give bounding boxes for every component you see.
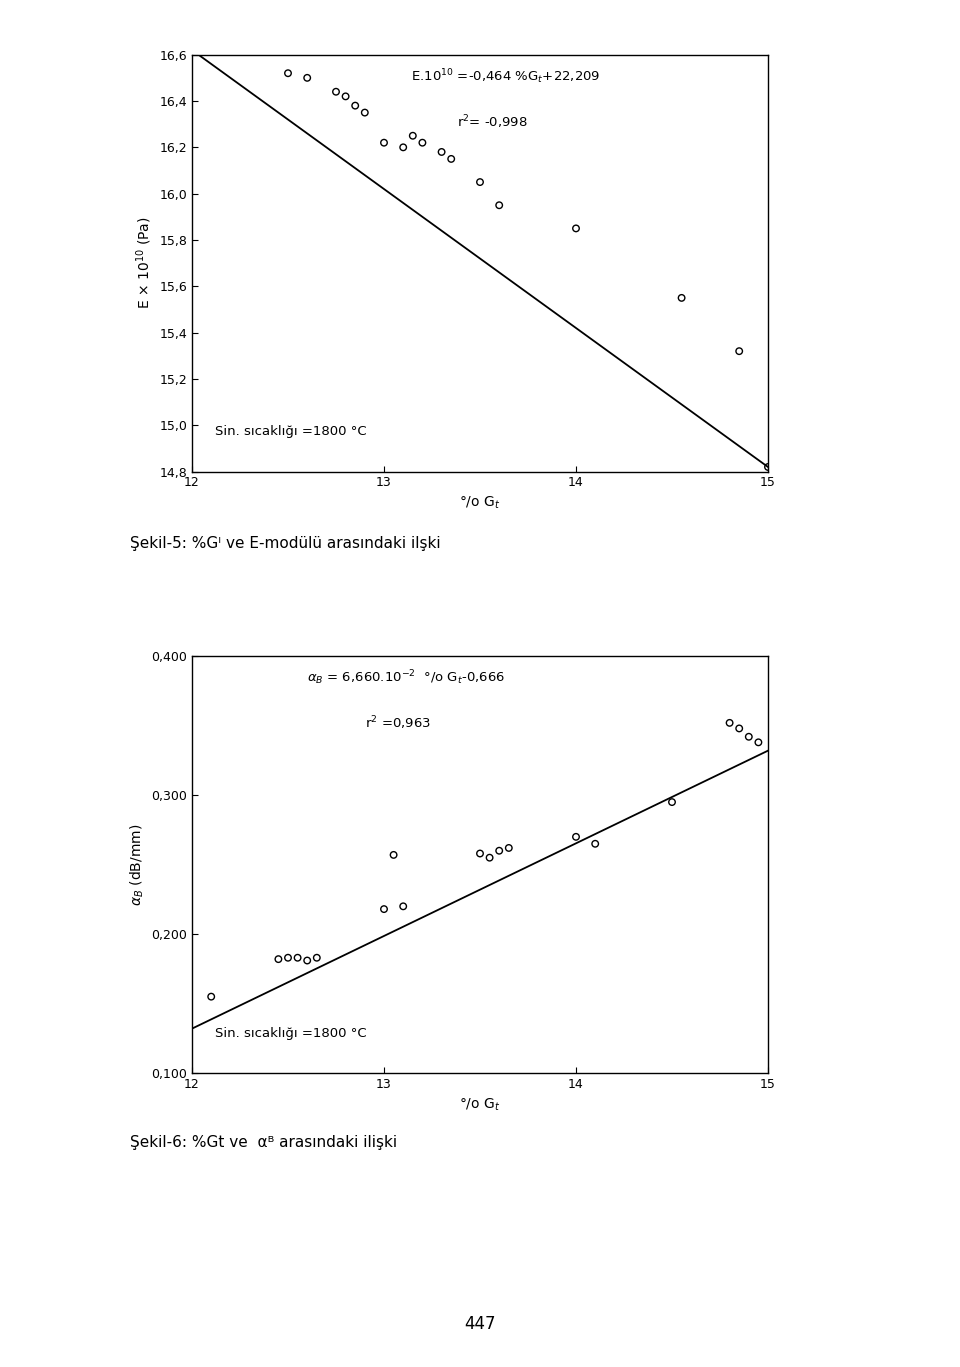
- Text: °/o G$_t$: °/o G$_t$: [459, 1096, 501, 1113]
- Text: °/o G$_t$: °/o G$_t$: [459, 495, 501, 511]
- Point: [348, 94, 363, 116]
- Point: [396, 895, 411, 917]
- Point: [674, 287, 689, 309]
- Text: r$^2$= -0,998: r$^2$= -0,998: [457, 113, 528, 131]
- Point: [568, 826, 584, 848]
- Point: [482, 846, 497, 868]
- Point: [386, 843, 401, 865]
- Point: [434, 141, 449, 163]
- Point: [472, 171, 488, 193]
- Point: [751, 731, 766, 753]
- Text: Sin. sıcaklığı =1800 °C: Sin. sıcaklığı =1800 °C: [215, 1027, 367, 1040]
- Point: [588, 833, 603, 854]
- Point: [405, 124, 420, 146]
- Text: 447: 447: [465, 1315, 495, 1333]
- Point: [415, 131, 430, 153]
- Text: Şekil-6: %Gt ve  αᴮ arasındaki ilişki: Şekil-6: %Gt ve αᴮ arasındaki ilişki: [130, 1135, 396, 1150]
- Point: [664, 791, 680, 813]
- Point: [204, 986, 219, 1007]
- Y-axis label: E × 10$^{10}$ (Pa): E × 10$^{10}$ (Pa): [134, 217, 154, 309]
- Point: [760, 457, 776, 478]
- Point: [300, 950, 315, 972]
- Point: [492, 839, 507, 861]
- Point: [309, 947, 324, 969]
- Point: [396, 137, 411, 159]
- Point: [472, 842, 488, 864]
- Point: [444, 148, 459, 170]
- Point: [741, 726, 756, 748]
- Point: [328, 81, 344, 103]
- Text: $\alpha_B$ = 6,660.10$^{-2}$  °/o G$_t$-0,666: $\alpha_B$ = 6,660.10$^{-2}$ °/o G$_t$-0…: [307, 668, 505, 688]
- Point: [732, 718, 747, 740]
- Point: [722, 712, 737, 734]
- Point: [492, 194, 507, 216]
- Point: [290, 947, 305, 969]
- Point: [357, 101, 372, 123]
- Point: [338, 85, 353, 107]
- Point: [732, 340, 747, 362]
- Point: [280, 63, 296, 85]
- Point: [204, 40, 219, 62]
- Point: [280, 947, 296, 969]
- Point: [501, 837, 516, 858]
- Point: [376, 131, 392, 153]
- Point: [271, 949, 286, 971]
- Point: [568, 217, 584, 239]
- Text: E.10$^{10}$ =-0,464 %G$_t$+22,209: E.10$^{10}$ =-0,464 %G$_t$+22,209: [411, 67, 600, 86]
- Point: [300, 67, 315, 89]
- Y-axis label: $\alpha_B$ (dB/mm): $\alpha_B$ (dB/mm): [129, 823, 146, 906]
- Text: Şekil-5: %Gᴵ ve E-modülü arasındaki ilşki: Şekil-5: %Gᴵ ve E-modülü arasındaki ilşk…: [130, 536, 441, 551]
- Point: [376, 898, 392, 920]
- Text: r$^2$ =0,963: r$^2$ =0,963: [365, 715, 431, 733]
- Text: Sin. sıcaklığı =1800 °C: Sin. sıcaklığı =1800 °C: [215, 425, 367, 439]
